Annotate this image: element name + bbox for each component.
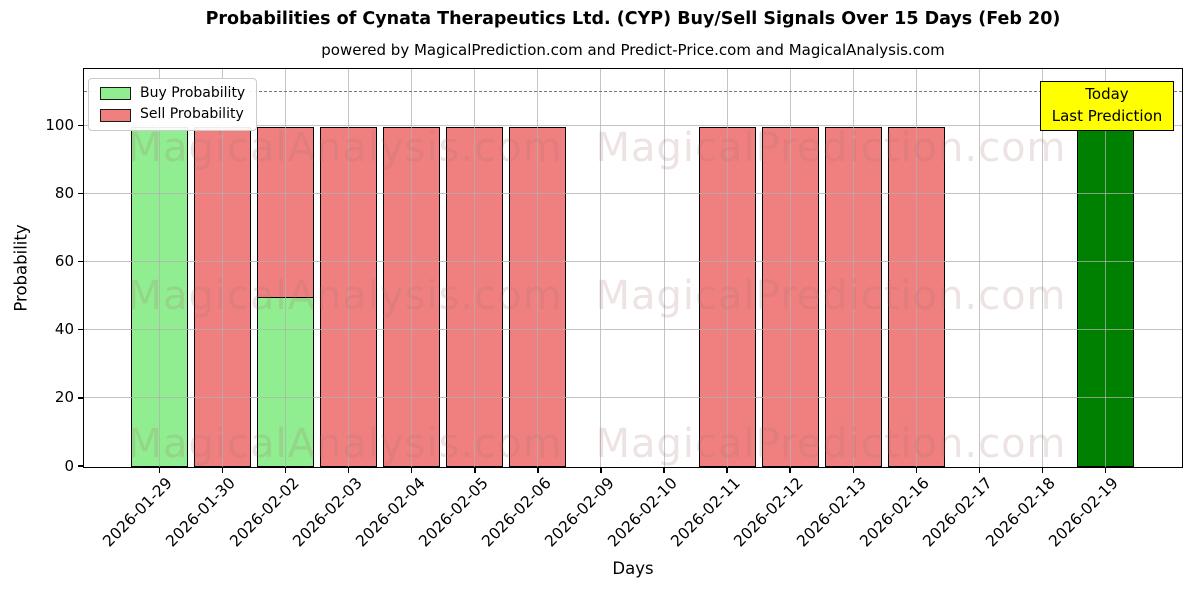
- y-tick-label: 20: [54, 388, 74, 407]
- v-gridline: [726, 69, 728, 467]
- v-gridline: [159, 69, 160, 467]
- x-tick-mark: [978, 467, 981, 473]
- v-gridline: [474, 69, 476, 467]
- h-gridline: [84, 261, 1182, 263]
- x-tick-mark: [600, 467, 602, 473]
- y-tick-mark: [77, 192, 83, 195]
- v-gridline: [915, 69, 917, 467]
- v-gridline: [537, 69, 539, 467]
- buy-probability-swatch: [100, 87, 131, 101]
- x-tick-mark: [221, 467, 224, 473]
- y-tick-mark: [77, 329, 83, 331]
- x-tick-mark: [284, 467, 287, 473]
- y-tick-mark: [77, 397, 83, 399]
- y-tick-mark: [77, 465, 83, 467]
- chart-title: Probabilities of Cynata Therapeutics Ltd…: [205, 9, 1061, 29]
- v-gridline: [600, 69, 602, 467]
- x-tick-mark: [915, 467, 917, 473]
- v-gridline: [1041, 69, 1043, 467]
- v-gridline: [663, 69, 665, 467]
- y-tick-mark: [77, 124, 83, 127]
- watermark-text: MagicalPrediction.com: [595, 124, 1067, 171]
- watermark-text: MagicalAnalysis.com: [127, 124, 563, 171]
- watermark-text: MagicalPrediction.com: [595, 272, 1067, 319]
- y-tick-label: 60: [54, 252, 74, 271]
- v-gridline: [1105, 69, 1106, 467]
- h-gridline: [84, 397, 1182, 399]
- x-tick-mark: [1104, 467, 1107, 473]
- y-tick-label: 40: [54, 320, 74, 339]
- today-annotation-line2: Last Prediction: [1051, 106, 1163, 125]
- threshold-dashed-line: [84, 91, 1182, 93]
- legend-label-sell: Sell Probability: [140, 106, 244, 123]
- chart-subtitle: powered by MagicalPrediction.com and Pre…: [321, 41, 945, 59]
- x-tick-mark: [474, 467, 476, 473]
- watermark-text: MagicalPrediction.com: [595, 420, 1067, 467]
- v-gridline: [348, 69, 350, 467]
- v-gridline: [411, 69, 413, 467]
- x-tick-mark: [348, 467, 350, 473]
- y-tick-mark: [77, 261, 83, 263]
- x-tick-mark: [411, 467, 413, 473]
- y-tick-label: 100: [45, 116, 74, 135]
- x-axis-label: Days: [612, 559, 654, 578]
- x-tick-mark: [158, 467, 161, 473]
- today-annotation-line1: Today: [1085, 85, 1129, 103]
- x-tick-mark: [537, 467, 539, 473]
- h-gridline: [84, 329, 1182, 331]
- today-annotation: Today Last Prediction: [1040, 81, 1174, 131]
- v-gridline: [978, 69, 980, 467]
- v-gridline: [852, 69, 854, 467]
- legend: Buy Probability Sell Probability: [88, 78, 258, 131]
- x-tick-mark: [663, 467, 665, 473]
- v-gridline: [789, 69, 791, 467]
- h-gridline: [84, 125, 1182, 127]
- x-tick-mark: [726, 467, 728, 473]
- sell-probability-swatch: [100, 108, 131, 122]
- y-tick-label: 0: [64, 456, 74, 475]
- legend-item-sell: Sell Probability: [100, 106, 245, 123]
- watermark-text: MagicalAnalysis.com: [127, 272, 563, 319]
- v-gridline: [285, 69, 287, 467]
- v-gridline: [222, 69, 224, 467]
- x-tick-mark: [1041, 467, 1044, 473]
- legend-item-buy: Buy Probability: [100, 85, 246, 101]
- watermark-text: MagicalAnalysis.com: [127, 420, 563, 467]
- x-tick-mark: [852, 467, 854, 473]
- plot-area: Buy Probability Sell Probability Today L…: [45, 68, 1183, 550]
- legend-label-buy: Buy Probability: [140, 85, 246, 101]
- y-tick-label: 80: [54, 184, 74, 203]
- h-gridline: [84, 193, 1182, 195]
- x-tick-mark: [789, 467, 791, 473]
